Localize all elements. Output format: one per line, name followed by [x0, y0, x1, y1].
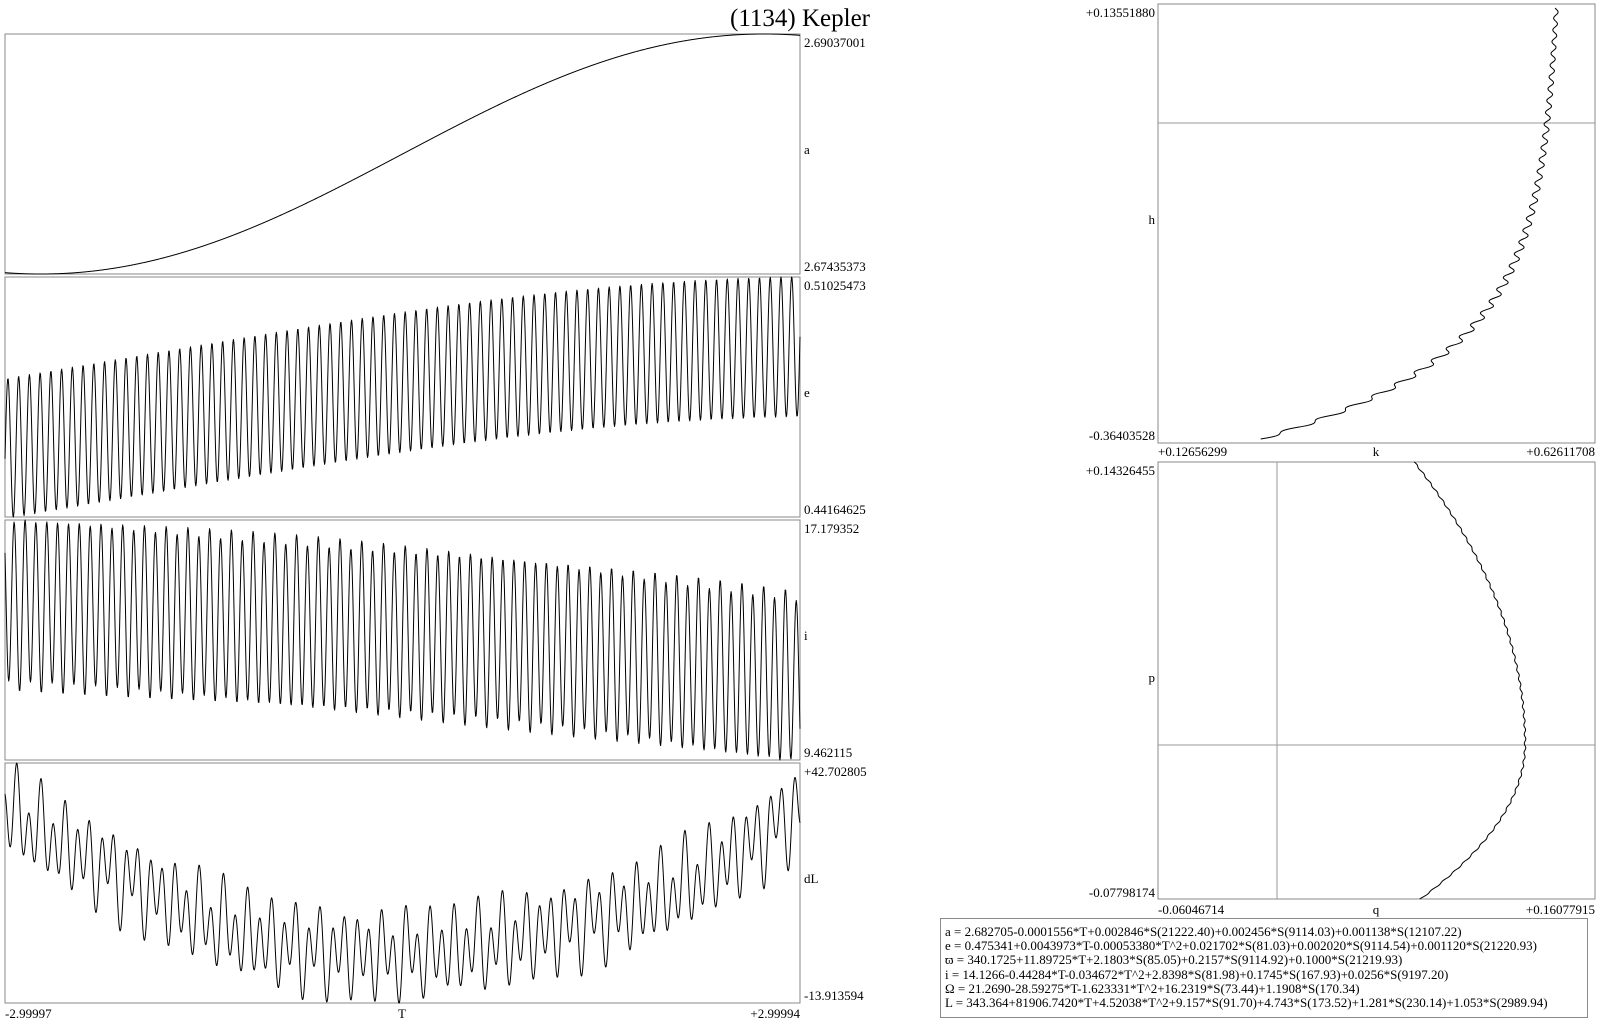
panel-a-frame	[4, 33, 801, 275]
panel-kh-y-label: h	[1149, 212, 1156, 227]
time-axis-max-label: +2.99994	[750, 1006, 800, 1021]
panel-a-min-label: 2.67435373	[804, 259, 866, 274]
panel-qp-y-min-label: -0.07798174	[1089, 885, 1156, 900]
panel-dl-max-label: +42.702805	[804, 764, 867, 779]
time-axis-label: T	[398, 1006, 406, 1021]
panel-i-frame	[4, 519, 801, 761]
panel-qp-y-max-label: +0.14326455	[1086, 463, 1155, 478]
formula-e: e = 0.475341+0.0043973*T-0.00053380*T^2+…	[945, 938, 1537, 954]
panel-kh-y-min-label: -0.36403528	[1089, 428, 1155, 443]
panel-i: 17.179352 i 9.462115	[4, 519, 859, 761]
panel-kh-y-max-label: +0.13551880	[1086, 5, 1155, 20]
series-e-line	[4, 276, 801, 518]
panel-qp: +0.14326455 p -0.07798174 -0.06046714 q …	[1086, 461, 1596, 917]
panel-qp-y-label: p	[1149, 670, 1156, 685]
panel-i-min-label: 9.462115	[804, 745, 852, 760]
formula-box: a = 2.682705-0.0001556*T+0.002846*S(2122…	[940, 918, 1588, 1018]
panel-e-min-label: 0.44164625	[804, 502, 866, 517]
panel-a-axis-label: a	[804, 142, 810, 157]
formula-a: a = 2.682705-0.0001556*T+0.002846*S(2122…	[945, 924, 1462, 939]
panel-i-max-label: 17.179352	[804, 521, 859, 536]
formula-varpi: ϖ = 340.1725+11.89725*T+2.1803*S(85.05)+…	[945, 952, 1403, 968]
panel-qp-x-label: q	[1373, 902, 1380, 917]
panel-a: 2.69037001 a 2.67435373	[4, 33, 866, 275]
formula-l: L = 343.364+81906.7420*T+4.52038*T^2+9.1…	[945, 995, 1548, 1011]
panel-kh-x-max-label: +0.62611708	[1526, 444, 1595, 459]
panel-e-max-label: 0.51025473	[804, 278, 866, 293]
panel-e: 0.51025473 e 0.44164625	[4, 276, 866, 518]
formula-omega: Ω = 21.2690-28.59275*T-1.623331*T^2+16.2…	[945, 980, 1360, 996]
panel-a-max-label: 2.69037001	[804, 35, 866, 50]
panel-qp-frame	[1157, 461, 1596, 900]
series-kh-curve	[1260, 7, 1559, 440]
panel-kh: +0.13551880 h -0.36403528 +0.12656299 k …	[1086, 3, 1596, 459]
panel-dl-frame	[4, 762, 801, 1004]
panel-kh-x-label: k	[1373, 444, 1380, 459]
series-a-line	[4, 33, 801, 275]
panel-e-frame	[4, 276, 801, 518]
panel-e-axis-label: e	[804, 385, 810, 400]
series-i-line	[4, 519, 801, 761]
panel-kh-x-min-label: +0.12656299	[1158, 444, 1227, 459]
formula-i: i = 14.1266-0.44284*T-0.034672*T^2+2.839…	[945, 966, 1449, 982]
panel-dl-axis-label: dL	[804, 871, 819, 886]
panel-i-axis-label: i	[804, 628, 808, 643]
chart-title: (1134) Kepler	[730, 5, 871, 32]
panel-kh-frame	[1157, 3, 1596, 444]
panel-qp-x-max-label: +0.16077915	[1526, 902, 1595, 917]
series-qp-curve	[1413, 461, 1527, 900]
time-axis-min-label: -2.99997	[5, 1006, 52, 1021]
panel-qp-x-min-label: -0.06046714	[1158, 902, 1225, 917]
panel-dl-min-label: -13.913594	[804, 988, 864, 1003]
panel-dl: +42.702805 dL -13.913594	[4, 762, 867, 1004]
series-dl-line	[4, 762, 801, 1004]
